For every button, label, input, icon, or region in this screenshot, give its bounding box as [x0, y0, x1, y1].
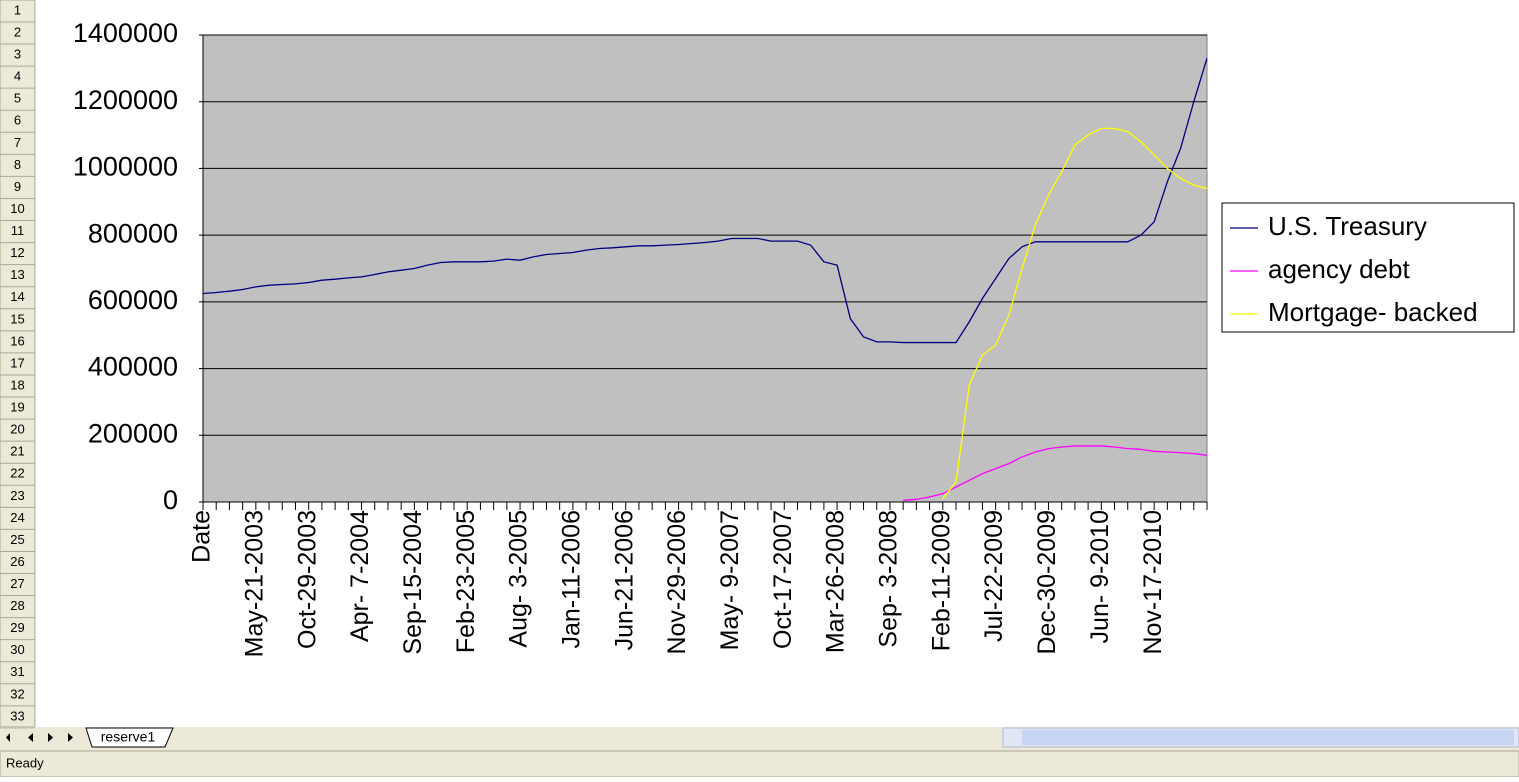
x-tick-label: Aug- 3-2005 — [505, 510, 533, 648]
y-tick-label: 800000 — [88, 218, 178, 248]
x-tick-label: May-21-2003 — [240, 510, 268, 657]
x-tick-label: Dec-30-2009 — [1033, 510, 1061, 655]
nav-next[interactable] — [48, 733, 53, 742]
legend-label: Mortgage- backed — [1268, 297, 1478, 327]
series-line — [202, 58, 1208, 344]
x-tick-label: Oct-17-2007 — [769, 510, 797, 649]
nav-last[interactable] — [68, 733, 73, 742]
row-number: 28 — [10, 598, 24, 613]
nav-first[interactable] — [6, 733, 10, 742]
scroll-thumb[interactable] — [1022, 730, 1514, 745]
x-tick-label: Nov-29-2006 — [663, 510, 691, 655]
x-tick-label: May- 9-2007 — [716, 510, 744, 650]
x-tick-label: Feb-23-2005 — [452, 510, 480, 653]
x-tick-label: Oct-29-2003 — [293, 510, 321, 649]
y-tick-label: 1400000 — [73, 18, 178, 48]
row-number: 7 — [14, 135, 21, 150]
row-number: 22 — [10, 466, 24, 481]
row-number: 1 — [14, 2, 21, 17]
x-tick-label: Apr- 7-2004 — [346, 510, 374, 642]
row-number: 17 — [10, 355, 24, 370]
y-tick-label: 1200000 — [73, 85, 178, 115]
series-line — [903, 445, 1208, 501]
row-number: 8 — [14, 157, 21, 172]
x-tick-label: Jun- 9-2010 — [1086, 510, 1114, 643]
row-number: 21 — [10, 444, 24, 459]
row-number: 19 — [10, 400, 24, 415]
legend-label: U.S. Treasury — [1268, 211, 1427, 241]
sheet-tab[interactable] — [85, 727, 174, 748]
y-tick-label: 600000 — [88, 285, 178, 315]
row-number: 29 — [10, 620, 24, 635]
row-number: 27 — [10, 576, 24, 591]
row-number: 25 — [10, 532, 24, 547]
row-number: 30 — [10, 642, 24, 657]
row-number: 10 — [10, 201, 24, 216]
plot-area — [202, 34, 1208, 503]
row-number: 15 — [10, 311, 24, 326]
tab-nav[interactable] — [6, 733, 73, 742]
row-number: 20 — [10, 422, 24, 437]
x-tick-label: Sep-15-2004 — [399, 510, 427, 655]
status-text: Ready — [6, 755, 44, 770]
row-number: 9 — [14, 179, 21, 194]
row-number: 12 — [10, 245, 24, 260]
row-number: 6 — [14, 113, 21, 128]
row-number: 24 — [10, 510, 24, 525]
x-tick-label: Nov-17-2010 — [1139, 510, 1167, 655]
row-header — [0, 0, 36, 728]
series-line — [942, 127, 1208, 500]
row-number: 13 — [10, 267, 24, 282]
nav-prev[interactable] — [28, 733, 33, 742]
row-number: 31 — [10, 664, 24, 679]
legend — [1221, 202, 1515, 333]
x-tick-label: Feb-11-2009 — [927, 510, 955, 651]
x-tick-label: Jan-11-2006 — [558, 510, 586, 649]
row-number: 11 — [11, 223, 25, 238]
row-number: 32 — [10, 686, 24, 701]
x-tick-label: Jun-21-2006 — [610, 510, 638, 650]
x-tick-label: Jul-22-2009 — [980, 510, 1008, 642]
row-number: 26 — [10, 554, 24, 569]
row-number: 2 — [14, 24, 21, 39]
row-number: 33 — [10, 708, 24, 723]
row-number: 5 — [14, 91, 21, 106]
status-bar — [0, 750, 1519, 778]
y-tick-label: 400000 — [88, 352, 178, 382]
y-tick-label: 200000 — [88, 418, 178, 448]
row-number: 4 — [14, 69, 21, 84]
y-tick-label: 1000000 — [73, 152, 178, 182]
row-number: 23 — [10, 488, 24, 503]
sheet-tab-label[interactable]: reserve1 — [101, 729, 156, 745]
legend-label: agency debt — [1268, 254, 1410, 284]
x-tick-label: Date — [188, 510, 216, 563]
x-tick-label: Sep- 3-2008 — [875, 510, 903, 648]
y-tick-label: 0 — [163, 485, 178, 515]
row-number: 3 — [14, 47, 21, 62]
row-number: 18 — [10, 377, 24, 392]
x-tick-label: Mar-26-2008 — [822, 510, 850, 653]
row-number: 14 — [10, 289, 24, 304]
row-number: 16 — [10, 333, 24, 348]
